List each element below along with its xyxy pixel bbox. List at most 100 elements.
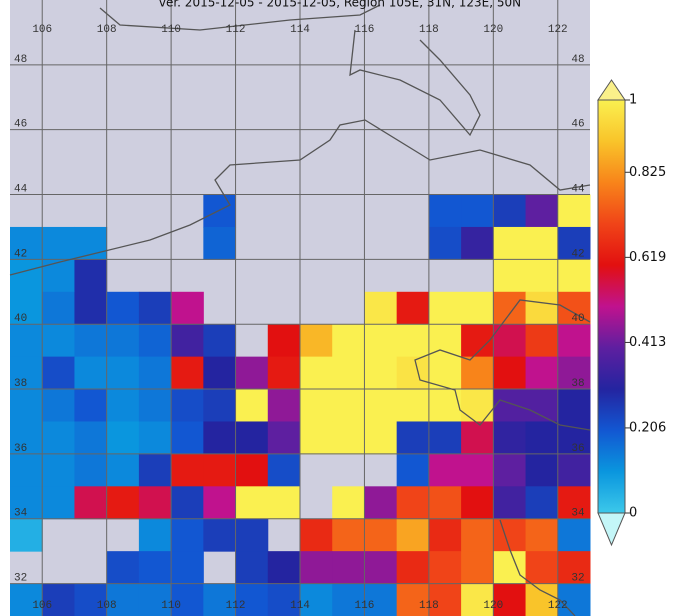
grid-cell xyxy=(106,551,140,585)
latitude-label: 32 xyxy=(14,573,27,585)
grid-cell xyxy=(171,518,204,552)
colorbar-label: 0 xyxy=(629,506,637,521)
latitude-label: 40 xyxy=(571,313,584,325)
grid-cell xyxy=(493,324,527,358)
grid-cell xyxy=(493,583,527,616)
grid-cell xyxy=(42,324,75,358)
grid-cell xyxy=(10,518,43,552)
latitude-label: 44 xyxy=(571,184,585,196)
grid-cell xyxy=(525,226,559,260)
grid-cell xyxy=(203,518,237,552)
grid-cell xyxy=(493,551,527,585)
grid-cell xyxy=(300,583,333,616)
grid-cell xyxy=(396,389,430,422)
grid-cell xyxy=(461,551,494,585)
grid-cell xyxy=(42,486,75,520)
grid-cell xyxy=(267,486,301,520)
grid-cell xyxy=(493,486,527,520)
grid-cell xyxy=(428,226,462,260)
grid-cell xyxy=(364,551,398,585)
grid-cell xyxy=(461,194,494,228)
grid-cell xyxy=(461,226,494,260)
grid-cell xyxy=(525,453,559,487)
grid-cell xyxy=(428,486,462,520)
grid-cell xyxy=(74,389,108,422)
grid-cell xyxy=(138,583,172,616)
grid-cell xyxy=(74,583,108,616)
grid-cell xyxy=(525,518,559,552)
grid-cell xyxy=(10,291,43,325)
grid-cell xyxy=(461,356,494,390)
grid-cell xyxy=(203,486,237,520)
grid-cell xyxy=(493,356,527,390)
grid-cell xyxy=(364,486,398,520)
grid-cell xyxy=(138,518,172,552)
grid-cell xyxy=(235,551,269,585)
grid-cell xyxy=(42,453,75,487)
latitude-label: 40 xyxy=(14,313,27,325)
grid-cell xyxy=(138,324,172,358)
grid-cell xyxy=(461,518,494,552)
grid-cell xyxy=(74,356,108,390)
longitude-label: 106 xyxy=(32,24,52,36)
grid-cell xyxy=(461,583,494,616)
grid-cell xyxy=(300,389,333,422)
longitude-label: 120 xyxy=(483,24,503,36)
grid-cell xyxy=(42,389,75,422)
grid-cell xyxy=(300,551,333,585)
grid-cell xyxy=(10,389,43,422)
grid-cell xyxy=(106,389,140,422)
grid-cell xyxy=(332,486,365,520)
longitude-label: 116 xyxy=(355,24,375,36)
grid-cell xyxy=(396,518,430,552)
grid-cell xyxy=(493,389,527,422)
grid-cell xyxy=(332,356,365,390)
grid-cell xyxy=(557,259,591,293)
grid-cell xyxy=(557,518,591,552)
grid-cell xyxy=(267,421,301,455)
grid-cell xyxy=(203,421,237,455)
grid-cell xyxy=(74,324,108,358)
grid-cell xyxy=(235,453,269,487)
grid-cell xyxy=(557,324,591,358)
grid-cell xyxy=(428,518,462,552)
grid-cell xyxy=(332,551,365,585)
latitude-label: 32 xyxy=(571,573,584,585)
grid-cell xyxy=(364,583,398,616)
grid-cell xyxy=(461,291,494,325)
grid-cell xyxy=(267,356,301,390)
longitude-label: 122 xyxy=(548,24,568,36)
grid-cell xyxy=(10,259,43,293)
grid-cell xyxy=(42,356,75,390)
longitude-label: 110 xyxy=(161,600,181,612)
grid-cell xyxy=(203,324,237,358)
grid-cell xyxy=(10,356,43,390)
coastlines xyxy=(9,4,591,616)
grid-cell xyxy=(106,583,140,616)
latitude-label: 46 xyxy=(571,119,584,131)
grid-cell xyxy=(557,389,591,422)
grid-cell xyxy=(106,421,140,455)
grid-cell xyxy=(428,291,462,325)
grid-cell xyxy=(396,421,430,455)
grid-cell xyxy=(332,518,365,552)
grid-cell xyxy=(138,356,172,390)
grid-cell xyxy=(332,583,365,616)
grid-cell xyxy=(525,486,559,520)
grid-cell xyxy=(10,421,43,455)
grid-cell xyxy=(267,551,301,585)
grid-cell xyxy=(493,194,527,228)
grid-cell xyxy=(525,194,559,228)
latitude-label: 36 xyxy=(571,443,584,455)
grid-cell xyxy=(396,291,430,325)
grid-cell xyxy=(42,259,75,293)
latitude-label: 48 xyxy=(14,54,27,66)
longitude-label: 114 xyxy=(290,24,310,36)
grid-cell xyxy=(171,453,204,487)
grid-cell xyxy=(557,486,591,520)
grid-cell xyxy=(171,324,204,358)
grid-cell xyxy=(300,518,333,552)
grid-cell xyxy=(461,389,494,422)
longitude-label: 108 xyxy=(97,600,117,612)
grid-cell xyxy=(235,389,269,422)
